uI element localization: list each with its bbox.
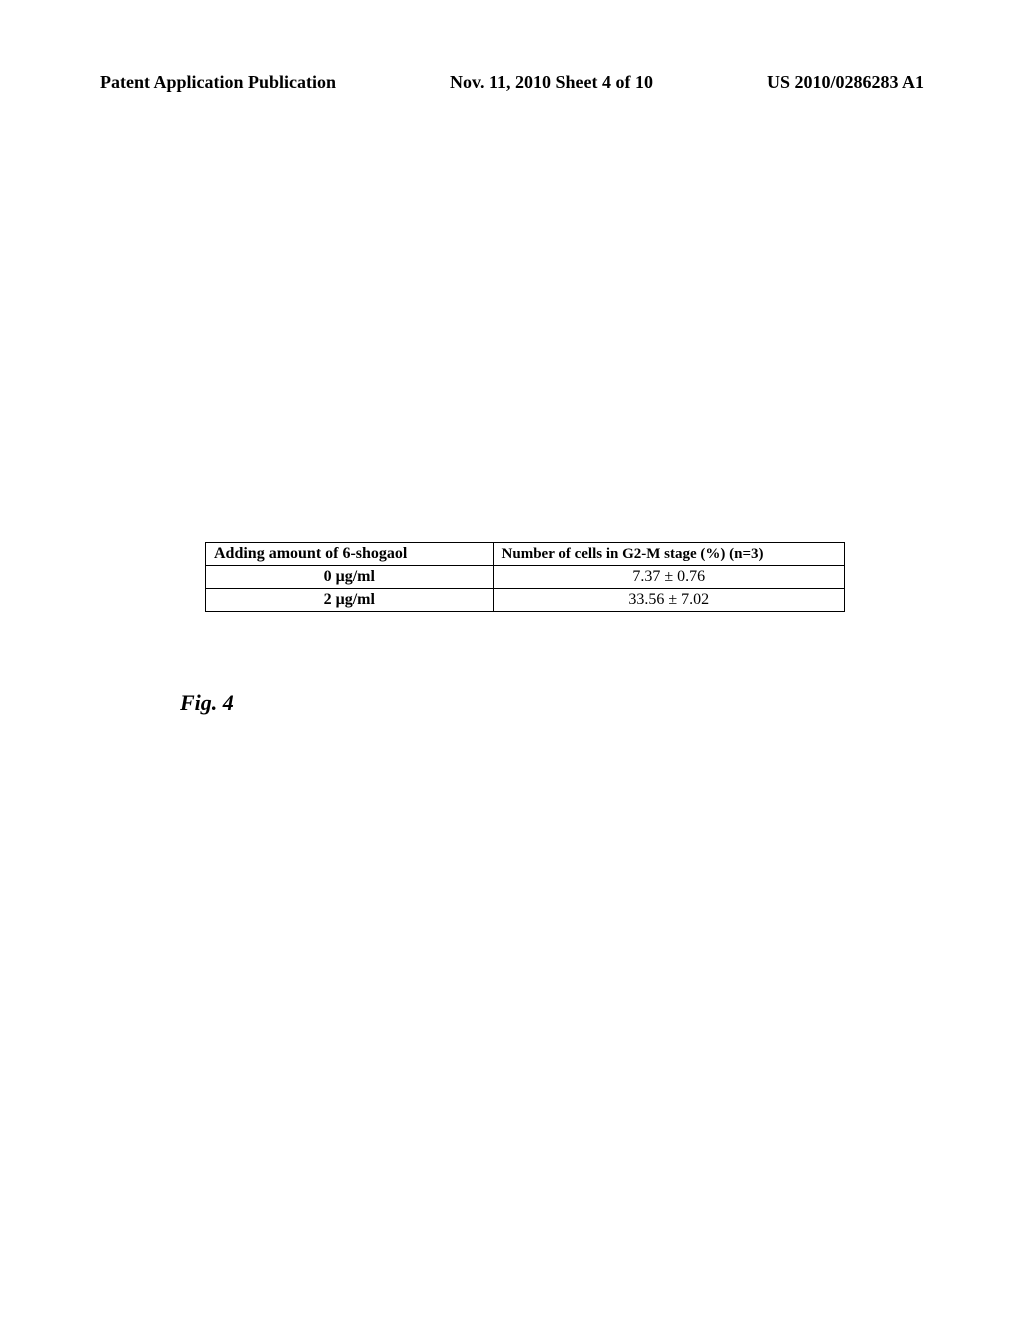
document-header: Patent Application Publication Nov. 11, … [0,72,1024,93]
table-cell-value: 7.37 ± 0.76 [493,566,844,589]
table-cell-value: 33.56 ± 7.02 [493,589,844,612]
header-date-sheet: Nov. 11, 2010 Sheet 4 of 10 [450,72,653,93]
table-row: 0 μg/ml 7.37 ± 0.76 [206,566,845,589]
data-table-container: Adding amount of 6-shogaol Number of cel… [205,542,845,612]
figure-caption: Fig. 4 [180,690,234,716]
table-row: 2 μg/ml 33.56 ± 7.02 [206,589,845,612]
table-cell-amount: 2 μg/ml [206,589,494,612]
header-publication-number: US 2010/0286283 A1 [767,72,924,93]
shogaol-data-table: Adding amount of 6-shogaol Number of cel… [205,542,845,612]
column-header-cells: Number of cells in G2-M stage (%) (n=3) [493,543,844,566]
table-cell-amount: 0 μg/ml [206,566,494,589]
table-header-row: Adding amount of 6-shogaol Number of cel… [206,543,845,566]
header-publication-type: Patent Application Publication [100,72,336,93]
column-header-amount: Adding amount of 6-shogaol [206,543,494,566]
